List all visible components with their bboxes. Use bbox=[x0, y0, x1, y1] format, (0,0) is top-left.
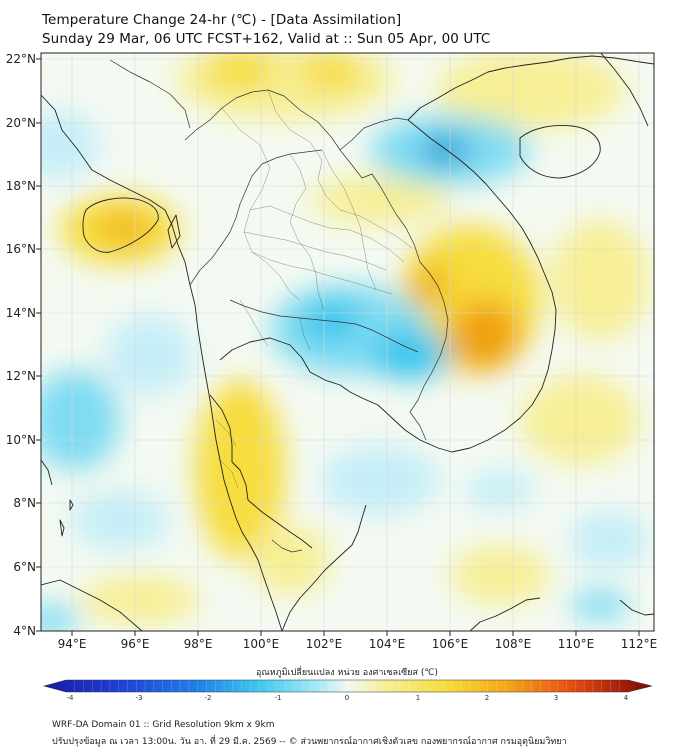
colorbar-labels: -4 -3 -2 -1 0 1 2 3 4 bbox=[67, 694, 629, 702]
border-thailand-cambodia bbox=[229, 299, 419, 353]
footer-credit: ปรับปรุงข้อมูล ณ เวลา 13:00น. วัน อา. ที… bbox=[52, 737, 567, 747]
graticule bbox=[41, 53, 654, 631]
latitude-labels: 22°N 20°N 18°N 16°N 14°N 12°N 10°N 8°N 6… bbox=[6, 52, 36, 638]
lat-label: 10°N bbox=[6, 433, 36, 447]
coastlines bbox=[41, 53, 654, 631]
lon-label: 98°E bbox=[184, 637, 213, 651]
colorbar-label: 2 bbox=[485, 694, 489, 702]
temperature-field bbox=[41, 53, 650, 631]
lat-label: 20°N bbox=[6, 116, 36, 130]
cool-area-central-core bbox=[300, 298, 360, 342]
north-coast-east bbox=[600, 53, 649, 127]
warm-area-cambodia-core bbox=[408, 263, 452, 307]
cool-area-southwest bbox=[70, 490, 170, 550]
lat-label: 16°N bbox=[6, 242, 36, 256]
axis-ticks bbox=[36, 58, 640, 636]
map-frame bbox=[40, 52, 655, 632]
malaya-east-coast bbox=[281, 504, 367, 631]
cool-area-andaman-north bbox=[105, 315, 195, 395]
border-cambodia-vietnam bbox=[409, 411, 427, 441]
lat-label: 12°N bbox=[6, 369, 36, 383]
warm-area-north-core-2 bbox=[300, 53, 360, 92]
colorbar-label: 1 bbox=[416, 694, 420, 702]
isthmus-east-coast bbox=[209, 394, 233, 462]
bay-coast-curve bbox=[82, 197, 159, 253]
warm-area-east-sea bbox=[550, 220, 650, 340]
south-china-coast bbox=[407, 55, 654, 121]
footer-model-info: WRF-DA Domain 01 :: Grid Resolution 9km … bbox=[52, 720, 275, 730]
sumatra-coast bbox=[41, 579, 143, 631]
warm-area-vietnam-core bbox=[450, 300, 520, 370]
colorbar-label: 3 bbox=[554, 694, 558, 702]
cool-area-southeast bbox=[570, 510, 650, 570]
warm-area-northeast bbox=[435, 53, 625, 130]
lat-label: 6°N bbox=[13, 560, 36, 574]
lat-label: 4°N bbox=[13, 624, 36, 638]
colorbar-label: -4 bbox=[67, 694, 75, 702]
colorbar-ticks bbox=[74, 680, 620, 692]
map-title: Temperature Change 24-hr (℃) - [Data Ass… bbox=[42, 12, 402, 28]
peninsula-east-coast bbox=[247, 499, 313, 549]
lon-label: 106°E bbox=[432, 637, 469, 651]
border-thailand-laos-cambodia bbox=[184, 89, 449, 413]
map-subtitle: Sunday 29 Mar, 06 UTC FCST+162, Valid at… bbox=[42, 31, 491, 47]
lat-label: 18°N bbox=[6, 179, 36, 193]
lat-label: 8°N bbox=[13, 496, 36, 510]
lon-label: 108°E bbox=[495, 637, 532, 651]
warm-area-laos bbox=[310, 175, 450, 225]
warm-area-south-china-sea bbox=[520, 375, 640, 465]
hainan-island bbox=[519, 125, 601, 179]
borneo-coast-east bbox=[619, 599, 654, 616]
border-laos-vietnam-north bbox=[339, 117, 409, 151]
warm-area-sumatra bbox=[80, 575, 200, 625]
colorbar-label: -1 bbox=[275, 694, 282, 702]
colorbar-label: -3 bbox=[136, 694, 143, 702]
west-coastline bbox=[41, 94, 283, 631]
warm-area-north bbox=[175, 53, 395, 120]
lon-label: 110°E bbox=[558, 637, 595, 651]
lon-label: 96°E bbox=[121, 637, 150, 651]
lon-label: 112°E bbox=[621, 637, 658, 651]
lon-label: 94°E bbox=[58, 637, 87, 651]
cool-area-gulf-core bbox=[370, 330, 450, 380]
colorbar-label: 0 bbox=[345, 694, 349, 702]
country-borders bbox=[109, 59, 449, 553]
warm-area-malaysia bbox=[250, 525, 330, 595]
longitude-labels: 94°E 96°E 98°E 100°E 102°E 104°E 106°E 1… bbox=[58, 637, 658, 651]
warm-area-bay-core bbox=[97, 212, 153, 244]
nicobar-islands bbox=[59, 499, 74, 537]
border-myanmar-north bbox=[109, 59, 191, 129]
warm-area-north-core bbox=[205, 53, 275, 92]
peninsula-east-coast-north bbox=[231, 461, 249, 501]
colorbar-label: -2 bbox=[205, 694, 212, 702]
cool-area-tonkin-core bbox=[420, 134, 470, 166]
lon-label: 104°E bbox=[369, 637, 406, 651]
map-panel: 22°N 20°N 18°N 16°N 14°N 12°N 10°N 8°N 6… bbox=[6, 52, 658, 651]
border-thailand-malaysia bbox=[271, 539, 303, 553]
borneo-coast bbox=[469, 597, 541, 631]
colorbar-label: 4 bbox=[624, 694, 629, 702]
cool-area-andaman bbox=[41, 370, 120, 470]
colorbar-title: อุณหภูมิเปลี่ยนแปลง หน่วย องศาเซลเซียส (… bbox=[256, 665, 438, 678]
lon-label: 102°E bbox=[306, 637, 343, 651]
colorbar: อุณหภูมิเปลี่ยนแปลง หน่วย องศาเซลเซียส (… bbox=[42, 665, 653, 702]
lat-label: 14°N bbox=[6, 306, 36, 320]
lon-label: 100°E bbox=[243, 637, 280, 651]
lat-label: 22°N bbox=[6, 52, 36, 66]
cool-area-sea-mid bbox=[465, 470, 535, 510]
coast-inlet bbox=[167, 214, 181, 249]
temperature-change-map: 22°N 20°N 18°N 16°N 14°N 12°N 10°N 8°N 6… bbox=[6, 52, 658, 651]
warm-area-southeast bbox=[450, 545, 550, 605]
colorbar-bar bbox=[42, 679, 653, 693]
andaman-islands bbox=[41, 459, 53, 486]
gulf-and-indochina-coast bbox=[219, 119, 557, 453]
cool-area-gulf-south bbox=[320, 445, 440, 515]
cool-area-sumatra-tip bbox=[41, 605, 80, 631]
cool-area-far-southeast bbox=[570, 590, 630, 620]
provincial-borders bbox=[215, 89, 413, 489]
border-myanmar-thailand-north bbox=[189, 149, 323, 286]
cool-area-west bbox=[41, 110, 100, 180]
